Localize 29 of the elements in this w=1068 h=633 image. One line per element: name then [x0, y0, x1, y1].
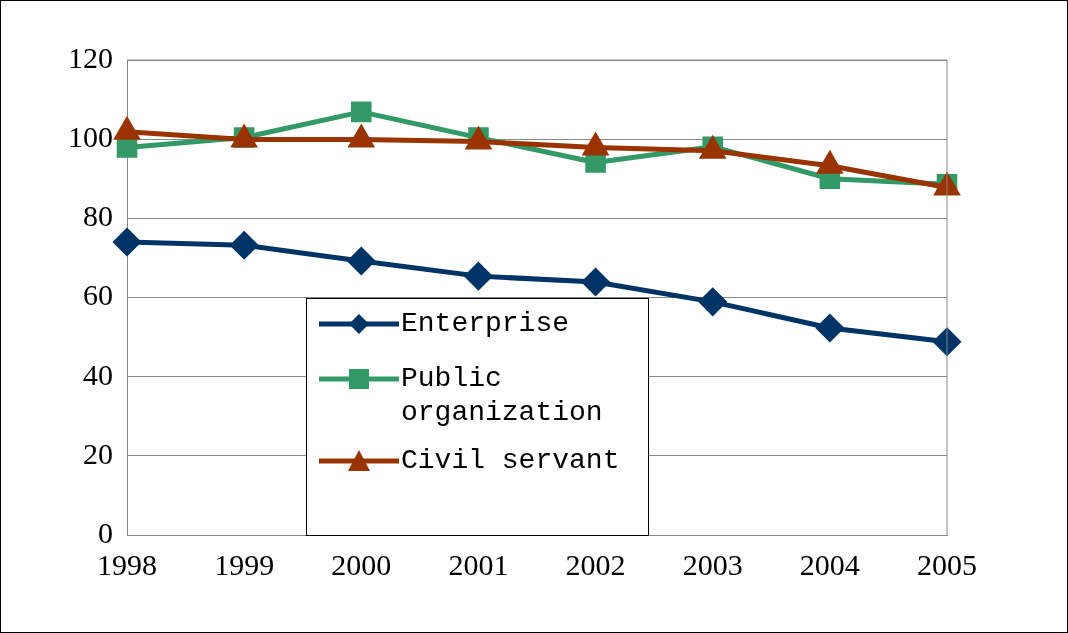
x-tick-label: 2000: [331, 547, 392, 581]
point: [351, 101, 372, 123]
y-tick-label: 0: [98, 515, 113, 549]
x-tick-label: 2001: [448, 547, 509, 581]
point: [699, 288, 727, 316]
y-tick-label: 60: [83, 278, 113, 312]
x-tick-label: 2003: [682, 547, 743, 581]
y-tick-label: 120: [68, 40, 113, 74]
legend-label: Civil servant: [401, 444, 621, 478]
x-tick-label: 2005: [917, 547, 977, 581]
legend-label: Public organization: [401, 362, 604, 430]
x-tick-label: 2004: [799, 547, 860, 581]
point: [230, 231, 258, 259]
point: [816, 314, 844, 342]
point: [113, 228, 141, 256]
point: [585, 152, 606, 173]
y-tick-label: 20: [83, 436, 113, 470]
x-tick-label: 1998: [97, 547, 157, 581]
point: [116, 137, 138, 158]
point: [347, 247, 375, 275]
y-tick-label: 40: [83, 357, 113, 391]
y-tick-label: 100: [68, 120, 113, 154]
point: [464, 262, 492, 290]
x-tick-label: 2002: [565, 547, 626, 581]
point: [933, 328, 961, 356]
x-tick-label: 1999: [214, 547, 275, 581]
y-tick-label: 80: [83, 199, 113, 233]
legend-label: Enterprise: [401, 307, 571, 341]
point: [582, 268, 610, 296]
